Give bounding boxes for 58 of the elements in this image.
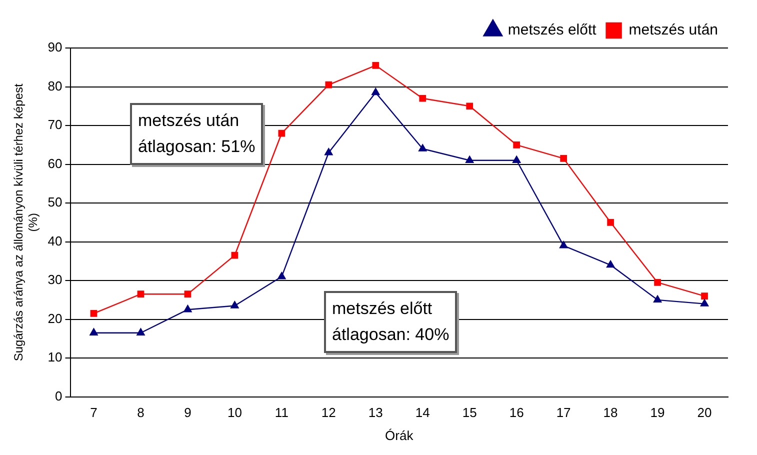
annotation: metszés után átlagosan: 51% bbox=[130, 103, 264, 165]
point bbox=[606, 260, 615, 268]
point bbox=[419, 94, 426, 102]
point bbox=[701, 292, 708, 300]
y-axis-title: Sugárzás aránya az állományon kívüli térhez képest (%) bbox=[12, 82, 40, 362]
point bbox=[607, 218, 614, 226]
y-tick-label: 70 bbox=[48, 117, 62, 132]
y-tick-label: 30 bbox=[48, 272, 62, 288]
legend-label: metszés után bbox=[628, 22, 718, 39]
y-tick-label: 90 bbox=[48, 40, 62, 55]
x-tick-label: 7 bbox=[90, 405, 98, 420]
point bbox=[278, 130, 286, 137]
x-tick-label: 17 bbox=[556, 405, 571, 420]
point bbox=[231, 252, 238, 259]
y-tick-label: 0 bbox=[55, 388, 62, 404]
point bbox=[137, 290, 144, 298]
x-tick-label: 11 bbox=[274, 405, 288, 420]
x-tick-label: 19 bbox=[650, 405, 665, 420]
point bbox=[278, 272, 286, 280]
x-tick-label: 9 bbox=[184, 405, 192, 420]
point bbox=[90, 310, 98, 317]
x-tick-label: 20 bbox=[697, 405, 712, 420]
point bbox=[90, 328, 98, 336]
point bbox=[184, 305, 192, 312]
x-axis-title: Órák bbox=[385, 428, 414, 443]
point bbox=[466, 102, 474, 110]
y-tick-label: 20 bbox=[48, 310, 62, 326]
x-tick-label: 16 bbox=[509, 405, 524, 420]
x-tick-label: 12 bbox=[321, 405, 336, 420]
point bbox=[560, 155, 567, 162]
x-tick-label: 18 bbox=[603, 405, 618, 420]
point bbox=[466, 156, 474, 163]
point bbox=[372, 62, 380, 69]
x-tick-label: 13 bbox=[368, 405, 383, 420]
point bbox=[418, 144, 427, 152]
x-tick-label: 14 bbox=[415, 405, 430, 420]
point bbox=[653, 295, 662, 303]
point bbox=[136, 328, 145, 336]
point bbox=[230, 301, 239, 308]
x-tick-label: 15 bbox=[462, 405, 477, 420]
y-tick-label: 60 bbox=[48, 156, 62, 171]
point bbox=[700, 299, 709, 306]
point bbox=[654, 279, 661, 286]
y-tick-label: 10 bbox=[48, 350, 62, 365]
y-tick-label: 50 bbox=[48, 194, 62, 210]
x-tick-label: 10 bbox=[227, 405, 242, 420]
y-tick-label: 80 bbox=[48, 78, 62, 94]
point bbox=[560, 241, 568, 248]
point bbox=[513, 141, 520, 148]
point bbox=[325, 81, 332, 88]
x-tick-label: 8 bbox=[137, 405, 144, 420]
y-tick-label: 40 bbox=[48, 233, 62, 248]
annotation: metszés előtt átlagosan: 40% bbox=[324, 291, 458, 353]
point bbox=[324, 148, 333, 156]
point bbox=[184, 290, 192, 298]
point bbox=[372, 88, 380, 96]
point bbox=[512, 156, 521, 163]
legend-label: metszés előtt bbox=[508, 22, 598, 39]
